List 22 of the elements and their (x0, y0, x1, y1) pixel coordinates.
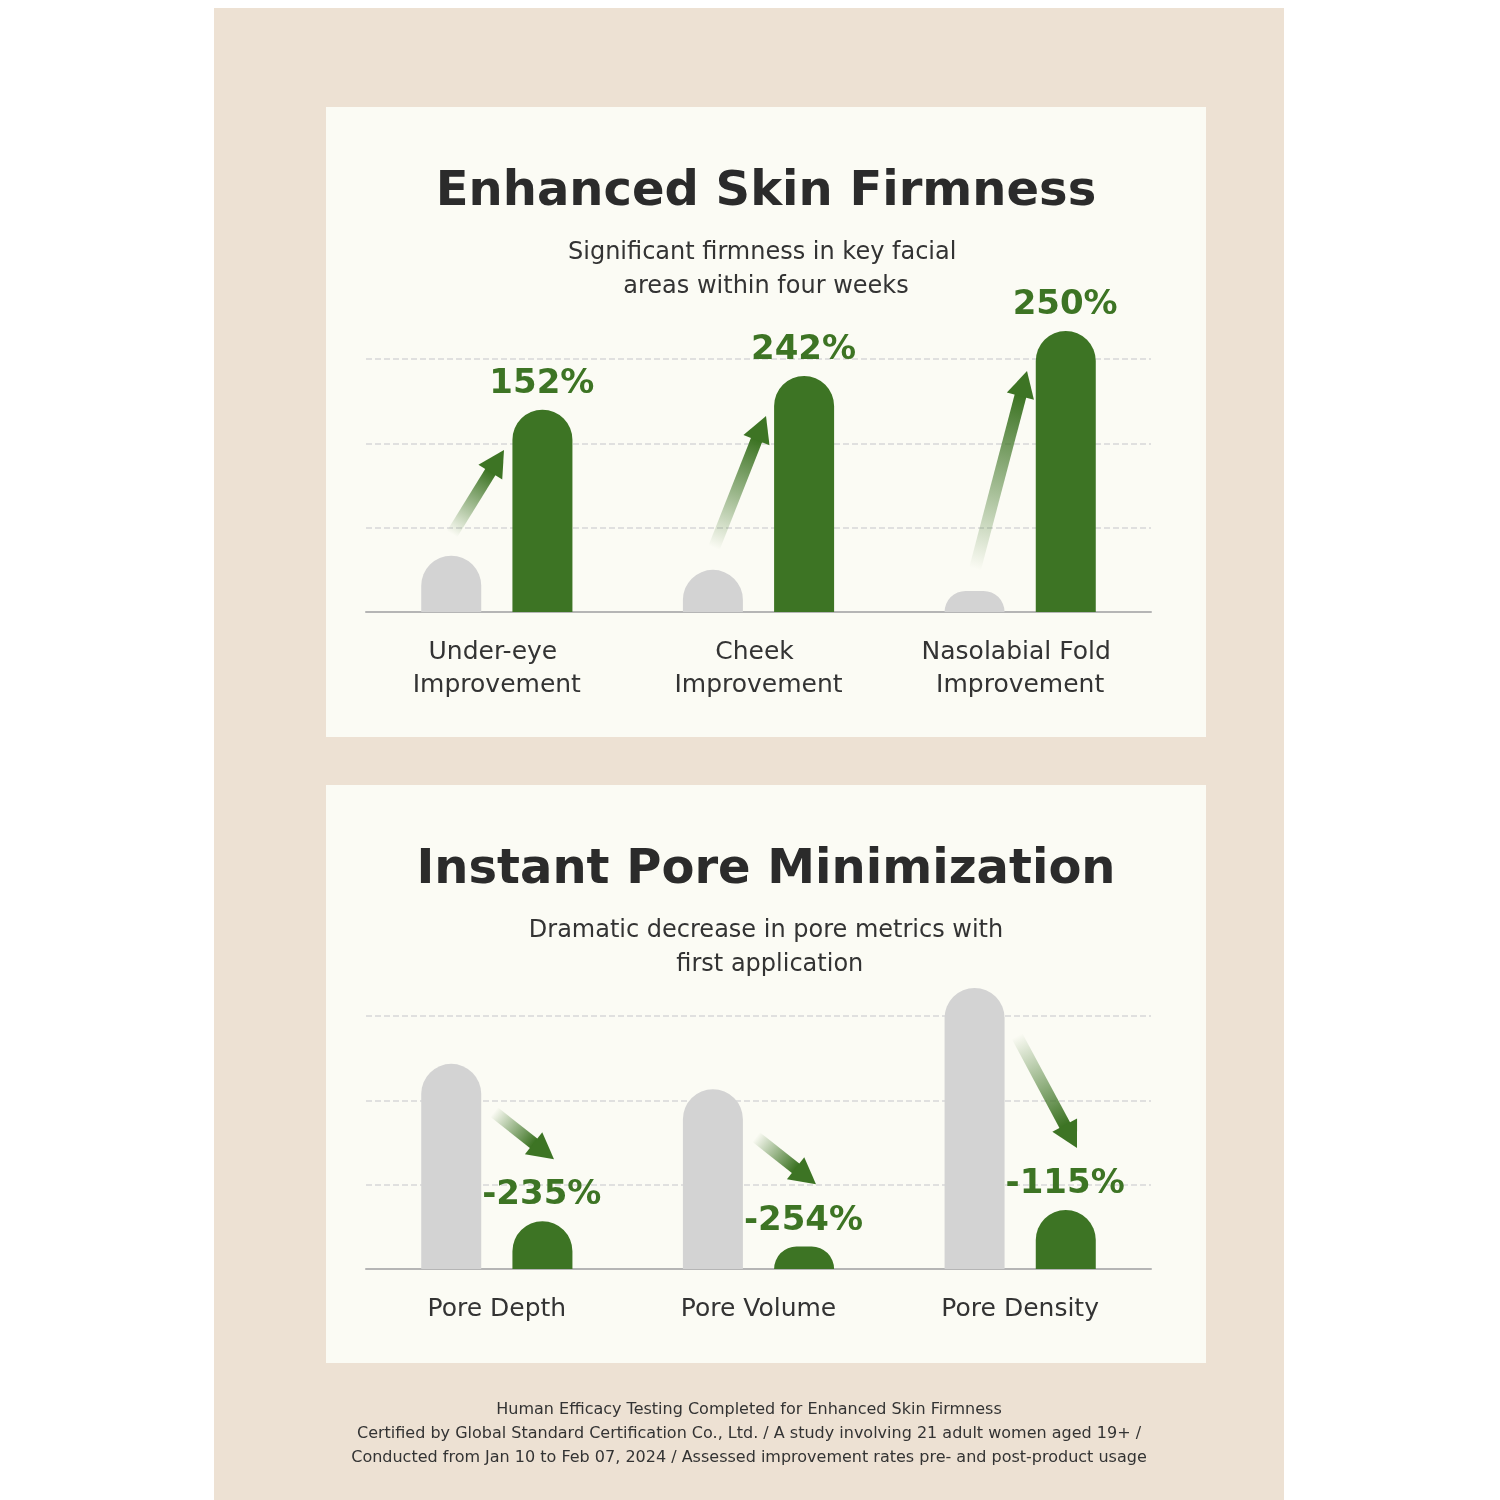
x-tick-label: Under-eye Improvement (412, 636, 582, 698)
text: 250% (1012, 282, 1118, 322)
annotation: 242% (750, 326, 857, 367)
chart-subtitle: Dramatic decrease in pore metrics with first application (528, 915, 1004, 977)
chart-subtitle: Significant firmness in key facial areas within four weeks (567, 237, 965, 299)
text: Certified by Global Standard Certification Co., Ltd. / A study involving 21 adult women aged 19+ / (355, 1422, 1143, 1444)
bar (1035, 331, 1096, 612)
annotation: -254% (743, 1197, 864, 1238)
bar (512, 409, 573, 612)
annotation: 152% (489, 360, 595, 401)
text: Conducted from Jan 10 to Feb 07, 2024 / Assessed improvement rates pre- and post-product usage (350, 1446, 1148, 1468)
chart-title: Instant Pore Minimization (416, 838, 1116, 894)
x-tick-label: Cheek Improvement (674, 636, 843, 698)
bar (774, 375, 835, 612)
annotation: -115% (1005, 1160, 1125, 1201)
x-tick-label: Pore Density (941, 1293, 1100, 1322)
annotation: -235% (482, 1172, 602, 1213)
x-tick-label: Pore Volume (680, 1293, 837, 1322)
x-tick-label: Pore Depth (427, 1293, 567, 1322)
chart-title: Enhanced Skin Firmness (435, 160, 1097, 216)
x-tick-label: Nasolabial Fold Improvement (921, 636, 1119, 698)
text: Human Efficacy Testing Completed for Enhanced Skin Firmness (495, 1398, 1003, 1420)
